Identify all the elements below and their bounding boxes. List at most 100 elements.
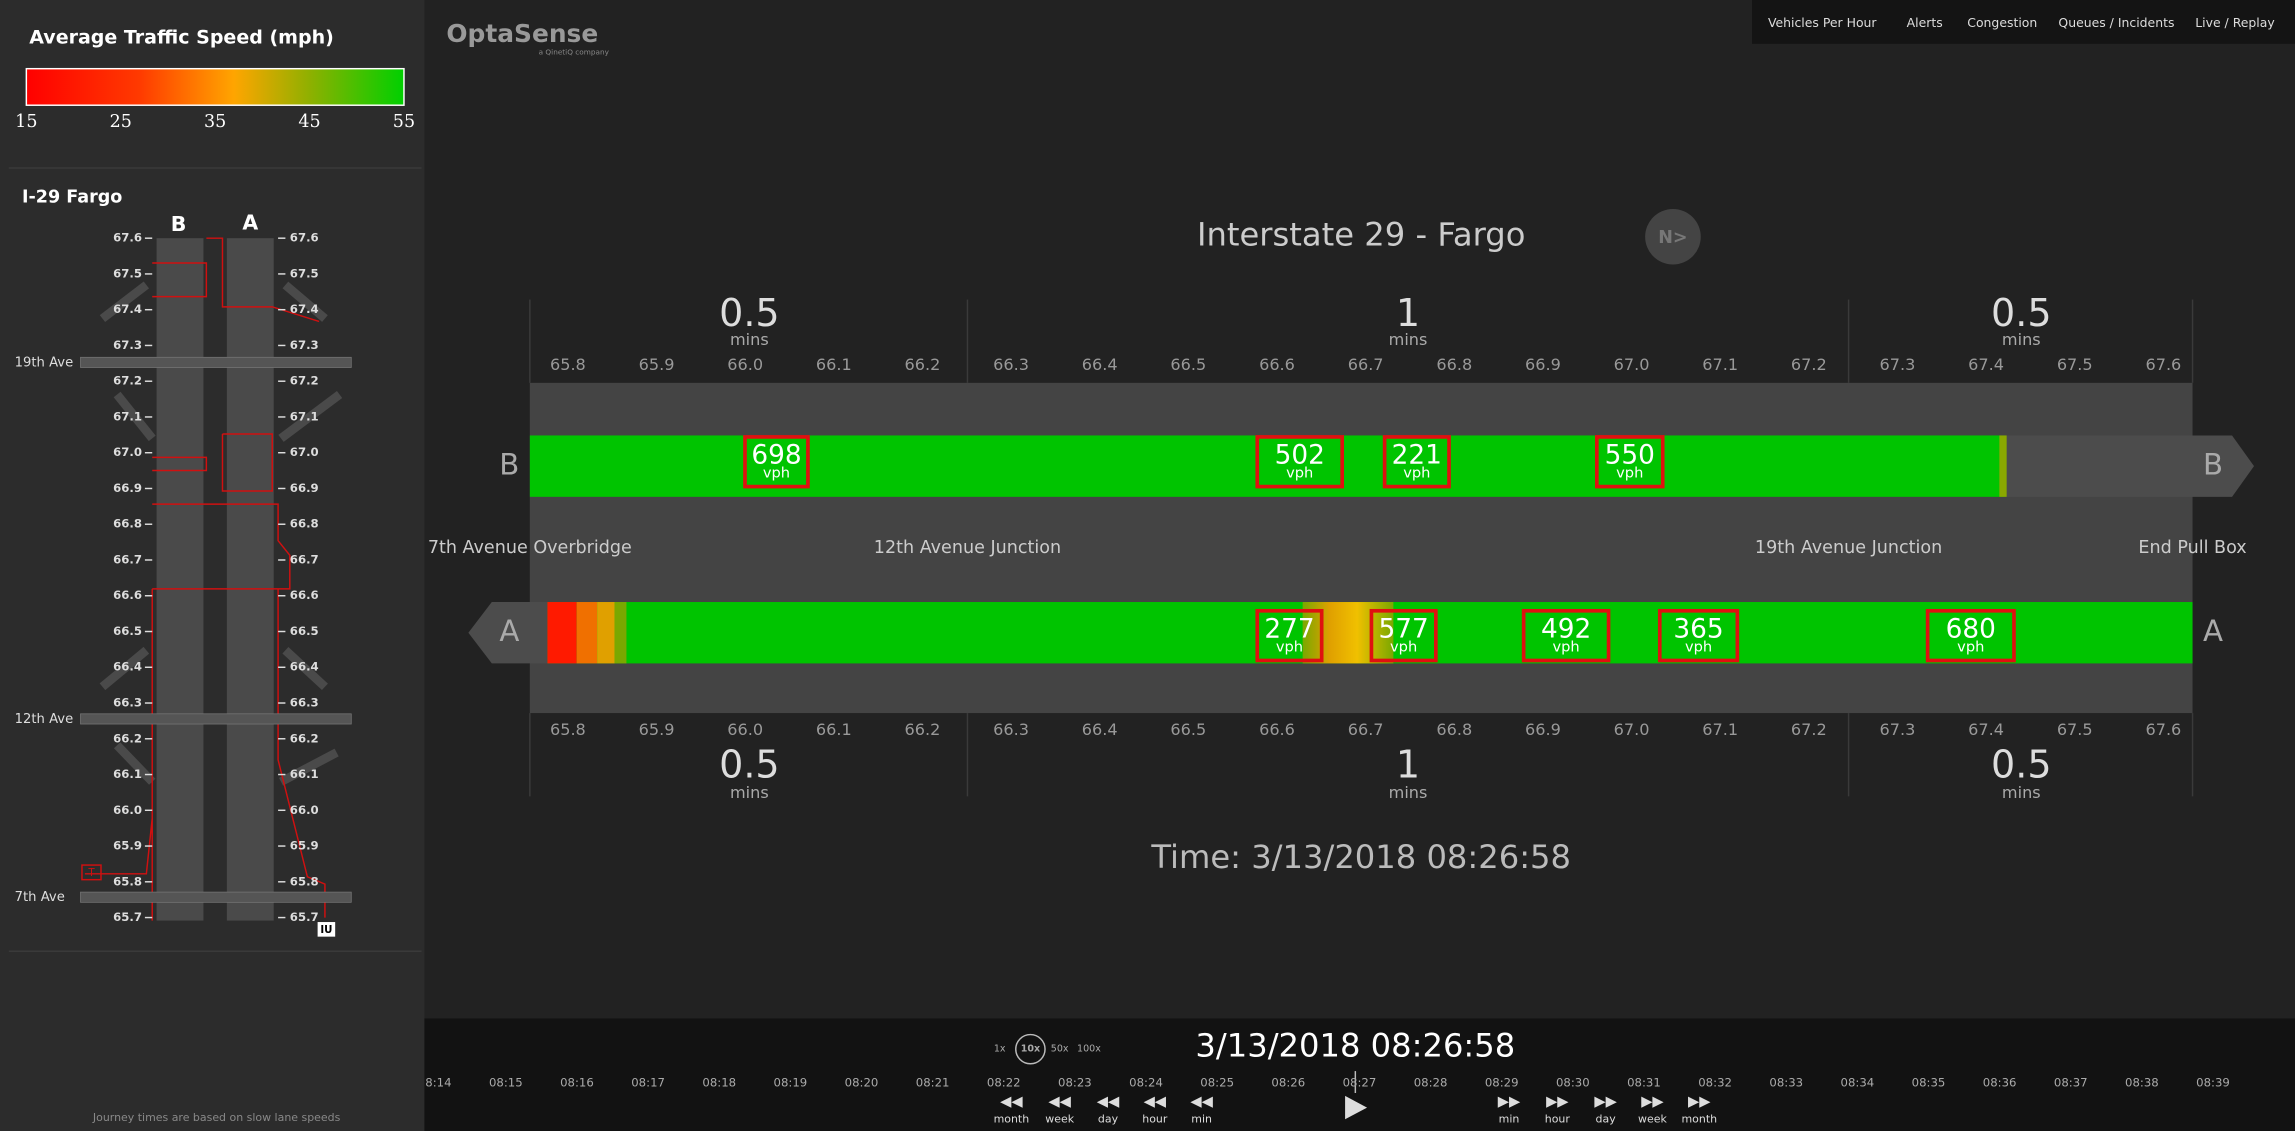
count-unit: vph (1390, 638, 1417, 655)
journey-unit: mins (2002, 330, 2041, 349)
step-label[interactable]: day (1596, 1112, 1617, 1125)
milepost: 66.8 (1436, 720, 1472, 739)
step-icon[interactable]: ◀◀ (1190, 1093, 1213, 1110)
milepost: 66.1 (816, 720, 852, 739)
milepost: 67.1 (290, 409, 319, 423)
step-label[interactable]: min (1499, 1112, 1520, 1125)
step-icon[interactable]: ◀◀ (1097, 1093, 1120, 1110)
step-label[interactable]: day (1098, 1112, 1119, 1125)
legend-tick: 25 (110, 112, 132, 132)
milepost: 67.5 (2057, 720, 2093, 739)
count-value: 492 (1541, 614, 1591, 644)
lane-label: A (499, 614, 519, 648)
step-label[interactable]: min (1191, 1112, 1212, 1125)
sidebar-note: Journey times are based on slow lane spe… (92, 1111, 341, 1124)
time-label: Time: 3/13/2018 08:26:58 (1150, 838, 1571, 876)
marker-box (317, 922, 336, 937)
milepost: 65.8 (290, 874, 319, 888)
legend-tick: 15 (15, 112, 37, 132)
street-label: 12th Ave (15, 712, 74, 727)
nav-item[interactable]: Congestion (1967, 15, 2037, 30)
timeline-tick: 08:19 (774, 1075, 808, 1089)
step-icon[interactable]: ▶▶ (1498, 1093, 1521, 1110)
milepost: 66.9 (113, 481, 142, 495)
street-label: 19th Ave (15, 355, 74, 370)
milepost: 67.4 (1968, 355, 2004, 374)
speed-option[interactable]: 10x (1021, 1044, 1040, 1055)
timeline-tick: 08:25 (1200, 1075, 1234, 1089)
count-box (1369, 608, 1438, 663)
count-box (1925, 608, 2016, 663)
sidebar-title: I-29 Fargo (22, 187, 122, 207)
nav-item[interactable]: Vehicles Per Hour (1768, 15, 1877, 30)
nav-item[interactable]: Alerts (1907, 15, 1943, 30)
milepost: 65.7 (113, 910, 142, 924)
step-icon[interactable]: ▶▶ (1546, 1093, 1569, 1110)
step-label[interactable]: week (1638, 1112, 1667, 1125)
lane-speed (576, 602, 598, 664)
step-icon[interactable]: ◀◀ (1048, 1093, 1071, 1110)
milepost: 67.6 (2145, 720, 2181, 739)
journey-unit: mins (1389, 330, 1428, 349)
speed-option[interactable]: 1x (994, 1044, 1006, 1055)
journey-unit: mins (730, 330, 769, 349)
milepost: 67.0 (1614, 720, 1650, 739)
milepost: 66.0 (290, 803, 319, 817)
play-button[interactable] (1345, 1095, 1368, 1120)
timeline-tick: 08:24 (1129, 1075, 1163, 1089)
milepost: 67.4 (1968, 720, 2004, 739)
step-label[interactable]: week (1045, 1112, 1074, 1125)
milepost: 66.2 (113, 731, 142, 745)
milepost: 66.1 (816, 355, 852, 374)
milepost: 66.6 (1259, 355, 1295, 374)
journey-unit: mins (2002, 783, 2041, 802)
step-label[interactable]: month (994, 1112, 1030, 1125)
journey-separators (529, 299, 2194, 797)
step-icon[interactable]: ▶▶ (1688, 1093, 1711, 1110)
count-value: 680 (1946, 614, 1996, 644)
timeline-tick: 08:26 (1271, 1075, 1305, 1089)
count-value: 577 (1379, 614, 1429, 644)
milepost: 66.4 (290, 660, 319, 674)
logo: OptaSense (446, 19, 598, 48)
timeline-tick: 08:37 (2054, 1075, 2088, 1089)
road (156, 238, 204, 921)
timeline-tick: 08:14 (418, 1075, 452, 1089)
legend-tick: 45 (298, 112, 320, 132)
nav-item[interactable]: Queues / Incidents (2058, 15, 2174, 30)
road-section (529, 382, 2193, 714)
step-icon[interactable]: ▶▶ (1594, 1093, 1617, 1110)
count-unit: vph (1403, 464, 1430, 481)
step-label[interactable]: hour (1142, 1112, 1168, 1125)
timeline-tick: 08:32 (1698, 1075, 1732, 1089)
milepost: 66.7 (290, 552, 319, 566)
count-unit: vph (763, 464, 790, 481)
playback-datetime: 3/13/2018 08:26:58 (1195, 1027, 1515, 1065)
milepost: 67.4 (113, 302, 142, 316)
lane-speed (614, 602, 627, 664)
step-label[interactable]: hour (1545, 1112, 1571, 1125)
milepost: 66.4 (113, 660, 142, 674)
milepost: 66.4 (1082, 720, 1118, 739)
step-icon[interactable]: ◀◀ (1000, 1093, 1023, 1110)
milepost: 66.5 (113, 624, 142, 638)
count-box (1382, 435, 1451, 489)
speed-option[interactable]: 50x (1051, 1044, 1069, 1055)
nav-item[interactable]: Live / Replay (2195, 15, 2275, 30)
step-icon[interactable]: ◀◀ (1144, 1093, 1167, 1110)
timeline-tick: 08:30 (1556, 1075, 1590, 1089)
playback-bar (424, 1018, 2295, 1131)
count-value: 277 (1264, 614, 1314, 644)
lane-arrow (468, 602, 548, 664)
step-icon[interactable]: ▶▶ (1641, 1093, 1664, 1110)
milepost: 66.8 (290, 517, 319, 531)
timeline-tick: 08:38 (2125, 1075, 2159, 1089)
milepost: 65.8 (550, 720, 586, 739)
speed-option[interactable]: 100x (1077, 1044, 1101, 1055)
lane-label: B (499, 448, 519, 482)
step-label[interactable]: month (1681, 1112, 1717, 1125)
journey-time: 1 (1396, 743, 1420, 787)
lane-header: B (171, 212, 187, 236)
count-unit: vph (1685, 638, 1712, 655)
milepost: 67.3 (1880, 720, 1916, 739)
